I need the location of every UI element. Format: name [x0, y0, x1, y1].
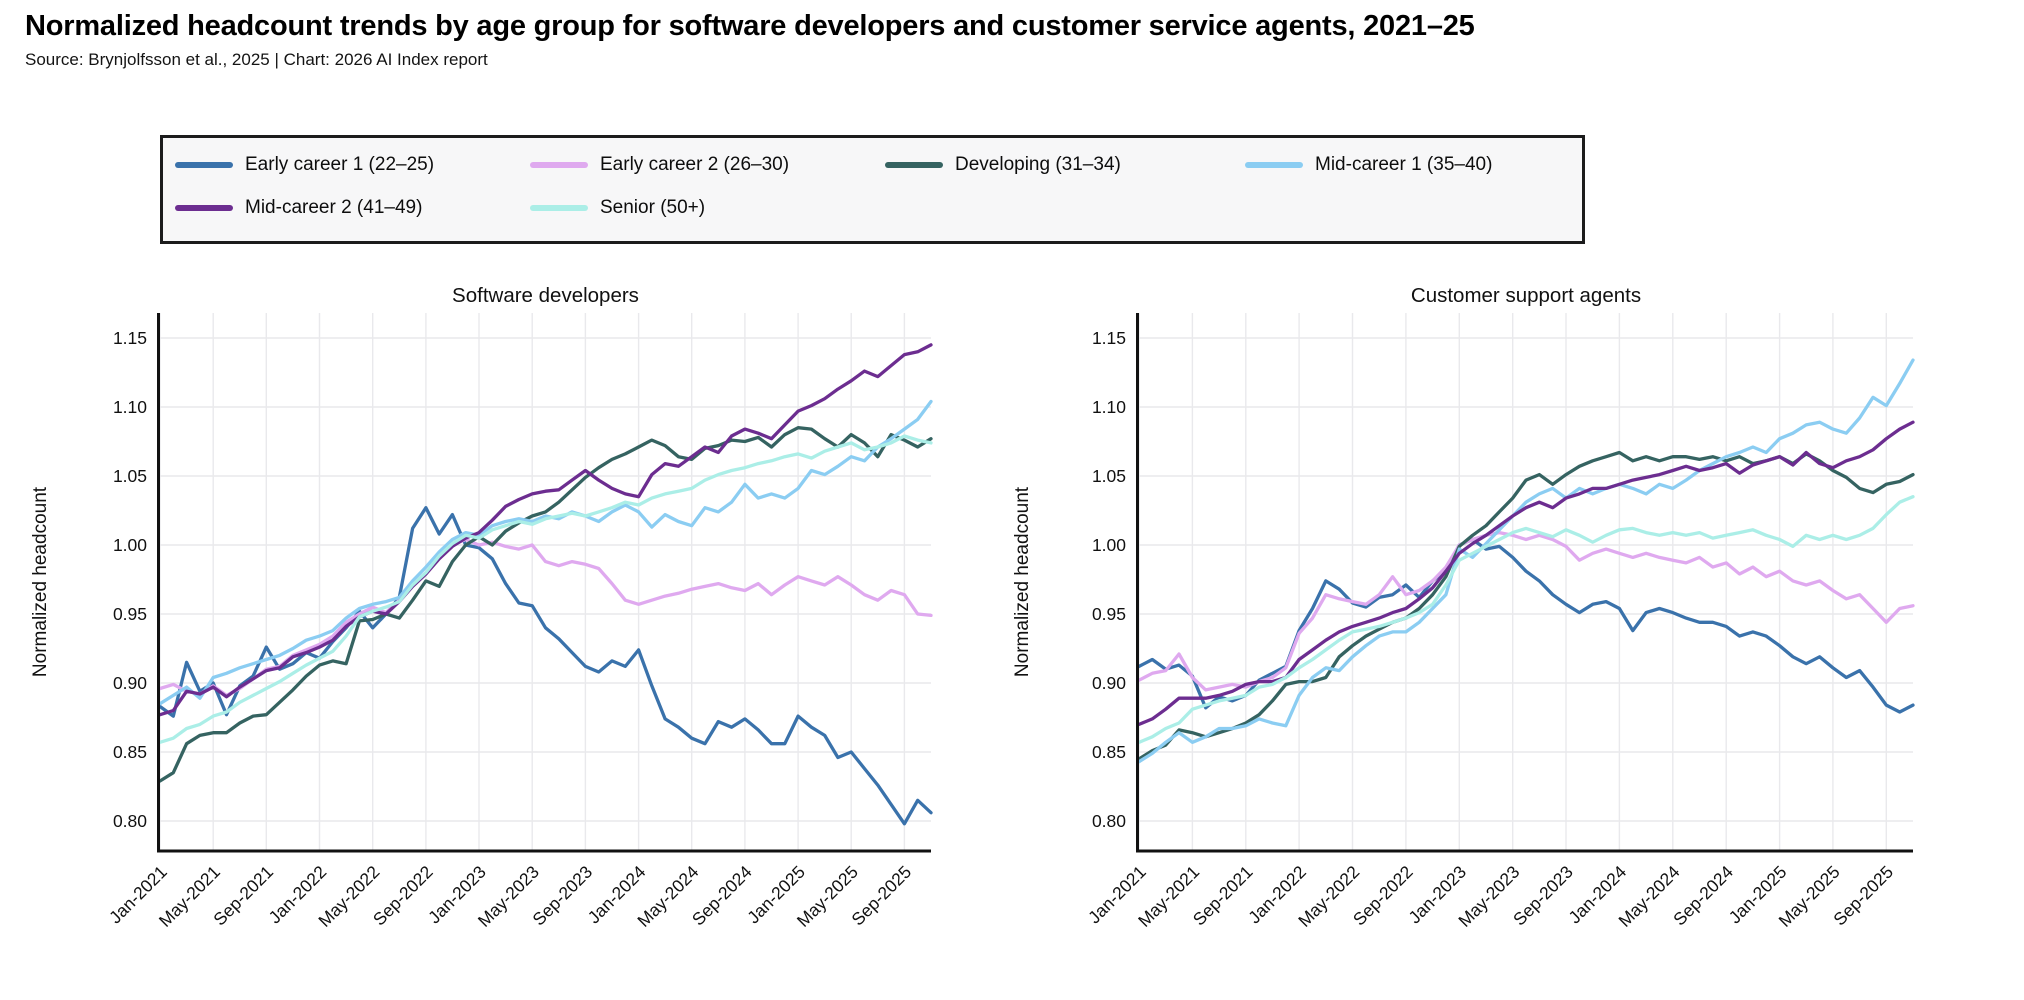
y-tick-label: 0.80 [1092, 811, 1126, 831]
legend-label: Mid-career 2 (41–49) [245, 197, 423, 218]
legend-label: Developing (31–34) [955, 154, 1121, 175]
legend-swatch [530, 205, 588, 211]
legend-label: Early career 1 (22–25) [245, 154, 435, 175]
series-line [1137, 495, 1915, 744]
series-line [1137, 358, 1915, 764]
y-tick-label: 1.00 [113, 535, 147, 555]
legend-label: Senior (50+) [600, 197, 706, 218]
y-tick-label: 0.80 [113, 811, 147, 831]
y-axis-label: Normalized headcount [1012, 486, 1033, 677]
chart-software-developers: 0.800.850.900.951.001.051.101.15Jan-2021… [30, 284, 933, 931]
series-line [158, 434, 933, 744]
y-tick-label: 1.00 [1092, 535, 1126, 555]
legend-label: Early career 2 (26–30) [600, 154, 790, 175]
legend-item: Early career 2 (26–30) [530, 153, 789, 177]
legend-item: Mid-career 2 (41–49) [175, 196, 422, 220]
y-tick-label: 0.85 [113, 742, 147, 762]
y-tick-label: 1.05 [113, 466, 147, 486]
legend-swatch [1245, 162, 1303, 168]
chart-customer-support-agents: 0.800.850.900.951.001.051.101.15Jan-2021… [1012, 284, 1915, 931]
series-line [158, 506, 933, 826]
legend-item: Developing (31–34) [885, 153, 1121, 177]
y-tick-label: 0.90 [113, 673, 147, 693]
y-tick-label: 0.95 [113, 604, 147, 624]
y-tick-label: 1.05 [1092, 466, 1126, 486]
legend-item: Mid-career 1 (35–40) [1245, 153, 1492, 177]
page-title: Normalized headcount trends by age group… [25, 10, 1475, 42]
legend-swatch [885, 162, 943, 168]
y-tick-label: 1.15 [1092, 328, 1126, 348]
figure-header: Normalized headcount trends by age group… [25, 10, 1475, 70]
legend-label: Mid-career 1 (35–40) [1315, 154, 1493, 175]
gridlines [1138, 313, 1913, 851]
legend-item: Early career 1 (22–25) [175, 153, 434, 177]
series-line [1137, 420, 1915, 727]
legend-box: Early career 1 (22–25) Early career 2 (26… [160, 135, 1585, 244]
y-tick-label: 0.90 [1092, 673, 1126, 693]
y-tick-label: 0.95 [1092, 604, 1126, 624]
series-line [1137, 537, 1915, 714]
legend-item: Senior (50+) [530, 196, 705, 220]
series-line [158, 426, 933, 783]
legend-swatch [175, 162, 233, 168]
source-line: Source: Brynjolfsson et al., 2025 | Char… [25, 50, 488, 69]
y-tick-label: 1.10 [1092, 397, 1126, 417]
series-line [1137, 450, 1915, 761]
series-line [158, 343, 933, 717]
y-tick-label: 1.15 [113, 328, 147, 348]
legend-swatch [530, 162, 588, 168]
series-line [158, 399, 933, 706]
series-line [1137, 530, 1915, 692]
chart-title: Customer support agents [1411, 284, 1641, 307]
legend-swatch [175, 205, 233, 211]
y-axis-label: Normalized headcount [30, 486, 51, 677]
y-tick-label: 0.85 [1092, 742, 1126, 762]
chart-title: Software developers [452, 284, 639, 307]
gridlines [159, 313, 931, 851]
series-line [158, 537, 933, 698]
y-tick-label: 1.10 [113, 397, 147, 417]
